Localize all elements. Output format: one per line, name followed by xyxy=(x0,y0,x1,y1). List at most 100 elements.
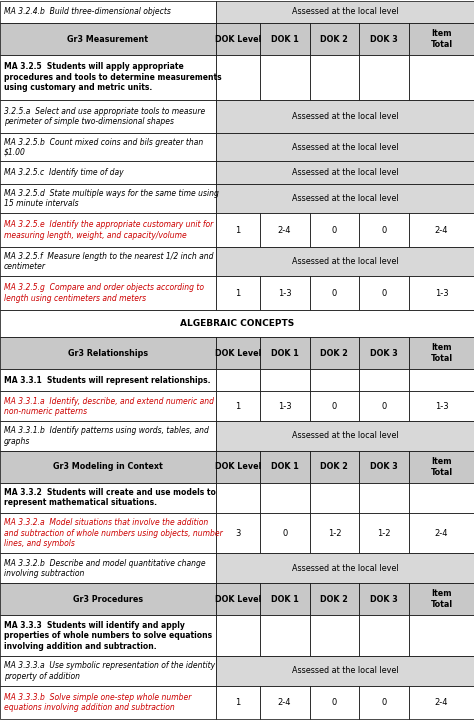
Text: 0: 0 xyxy=(332,225,337,235)
Bar xyxy=(409,214,474,247)
Bar xyxy=(310,277,359,310)
Bar xyxy=(216,23,260,55)
Text: Item
Total: Item Total xyxy=(430,589,453,609)
Bar xyxy=(409,513,474,554)
Bar xyxy=(310,391,359,421)
Bar xyxy=(359,337,409,369)
Bar xyxy=(310,214,359,247)
Text: MA 3.3.1.b  Identify patterns using words, tables, and
graphs: MA 3.3.1.b Identify patterns using words… xyxy=(4,426,209,445)
Bar xyxy=(359,686,409,719)
Bar xyxy=(260,337,310,369)
Text: DOK 3: DOK 3 xyxy=(370,595,398,604)
Text: DOK 3: DOK 3 xyxy=(370,35,398,43)
Bar xyxy=(216,162,474,183)
Text: MA 3.3.1.a  Identify, describe, and extend numeric and
non-numeric patterns: MA 3.3.1.a Identify, describe, and exten… xyxy=(4,396,214,416)
Text: 1: 1 xyxy=(235,401,240,411)
Bar xyxy=(216,369,260,391)
Bar xyxy=(216,686,260,719)
Bar xyxy=(0,583,216,615)
Text: Item
Total: Item Total xyxy=(430,30,453,49)
Text: DOK 1: DOK 1 xyxy=(271,595,299,604)
Bar xyxy=(359,23,409,55)
Bar xyxy=(260,23,310,55)
Text: MA 3.2.5.f  Measure length to the nearest 1/2 inch and
centimeter: MA 3.2.5.f Measure length to the nearest… xyxy=(4,252,213,271)
Bar xyxy=(409,615,474,656)
Bar xyxy=(0,214,216,247)
Text: 1: 1 xyxy=(235,289,240,297)
Text: Assessed at the local level: Assessed at the local level xyxy=(292,194,398,203)
Bar xyxy=(409,483,474,513)
Bar xyxy=(359,277,409,310)
Bar xyxy=(359,369,409,391)
Text: Assessed at the local level: Assessed at the local level xyxy=(292,666,398,675)
Text: MA 3.3.2  Students will create and use models to
represent mathematical situatio: MA 3.3.2 Students will create and use mo… xyxy=(4,488,216,508)
Text: 0: 0 xyxy=(332,698,337,707)
Bar xyxy=(359,391,409,421)
Text: 0: 0 xyxy=(382,698,387,707)
Text: Assessed at the local level: Assessed at the local level xyxy=(292,112,398,121)
Bar xyxy=(0,483,216,513)
Text: 1-2: 1-2 xyxy=(328,529,341,537)
Bar xyxy=(0,133,216,162)
Bar xyxy=(0,310,474,337)
Bar xyxy=(0,277,216,310)
Bar xyxy=(216,247,474,277)
Text: DOK Level: DOK Level xyxy=(215,462,261,471)
Bar xyxy=(310,513,359,554)
Bar xyxy=(260,451,310,483)
Text: DOK Level: DOK Level xyxy=(215,595,261,604)
Text: Assessed at the local level: Assessed at the local level xyxy=(292,257,398,266)
Bar xyxy=(0,391,216,421)
Bar xyxy=(216,554,474,583)
Bar xyxy=(260,615,310,656)
Bar xyxy=(260,214,310,247)
Bar xyxy=(216,1,474,23)
Text: MA 3.3.1  Students will represent relationships.: MA 3.3.1 Students will represent relatio… xyxy=(4,376,210,385)
Text: Assessed at the local level: Assessed at the local level xyxy=(292,168,398,177)
Bar xyxy=(359,451,409,483)
Text: 3: 3 xyxy=(235,529,240,537)
Bar xyxy=(260,583,310,615)
Text: Assessed at the local level: Assessed at the local level xyxy=(292,432,398,440)
Text: Gr3 Procedures: Gr3 Procedures xyxy=(73,595,143,604)
Bar xyxy=(409,451,474,483)
Bar xyxy=(0,55,216,100)
Text: 2-4: 2-4 xyxy=(278,698,292,707)
Text: Item
Total: Item Total xyxy=(430,457,453,477)
Bar xyxy=(0,451,216,483)
Bar xyxy=(310,369,359,391)
Bar xyxy=(310,583,359,615)
Text: DOK 2: DOK 2 xyxy=(320,35,348,43)
Text: 1-3: 1-3 xyxy=(435,289,448,297)
Bar xyxy=(310,451,359,483)
Bar xyxy=(409,686,474,719)
Bar xyxy=(409,55,474,100)
Bar xyxy=(216,214,260,247)
Text: 1: 1 xyxy=(235,698,240,707)
Text: 0: 0 xyxy=(282,529,287,537)
Text: DOK 1: DOK 1 xyxy=(271,462,299,471)
Text: DOK 2: DOK 2 xyxy=(320,349,348,357)
Bar xyxy=(310,55,359,100)
Text: ALGEBRAIC CONCEPTS: ALGEBRAIC CONCEPTS xyxy=(180,319,294,328)
Text: Gr3 Relationships: Gr3 Relationships xyxy=(68,349,148,357)
Text: 0: 0 xyxy=(382,289,387,297)
Text: Gr3 Modeling in Context: Gr3 Modeling in Context xyxy=(53,462,163,471)
Text: 1-2: 1-2 xyxy=(377,529,391,537)
Text: Assessed at the local level: Assessed at the local level xyxy=(292,564,398,573)
Bar xyxy=(260,277,310,310)
Text: DOK 2: DOK 2 xyxy=(320,462,348,471)
Text: DOK 1: DOK 1 xyxy=(271,35,299,43)
Bar xyxy=(0,247,216,277)
Text: 2-4: 2-4 xyxy=(435,698,448,707)
Text: 0: 0 xyxy=(382,401,387,411)
Bar xyxy=(0,337,216,369)
Bar xyxy=(216,133,474,162)
Bar xyxy=(0,686,216,719)
Bar xyxy=(409,391,474,421)
Text: 0: 0 xyxy=(382,225,387,235)
Text: DOK 3: DOK 3 xyxy=(370,462,398,471)
Bar xyxy=(260,391,310,421)
Bar xyxy=(409,277,474,310)
Text: 0: 0 xyxy=(332,289,337,297)
